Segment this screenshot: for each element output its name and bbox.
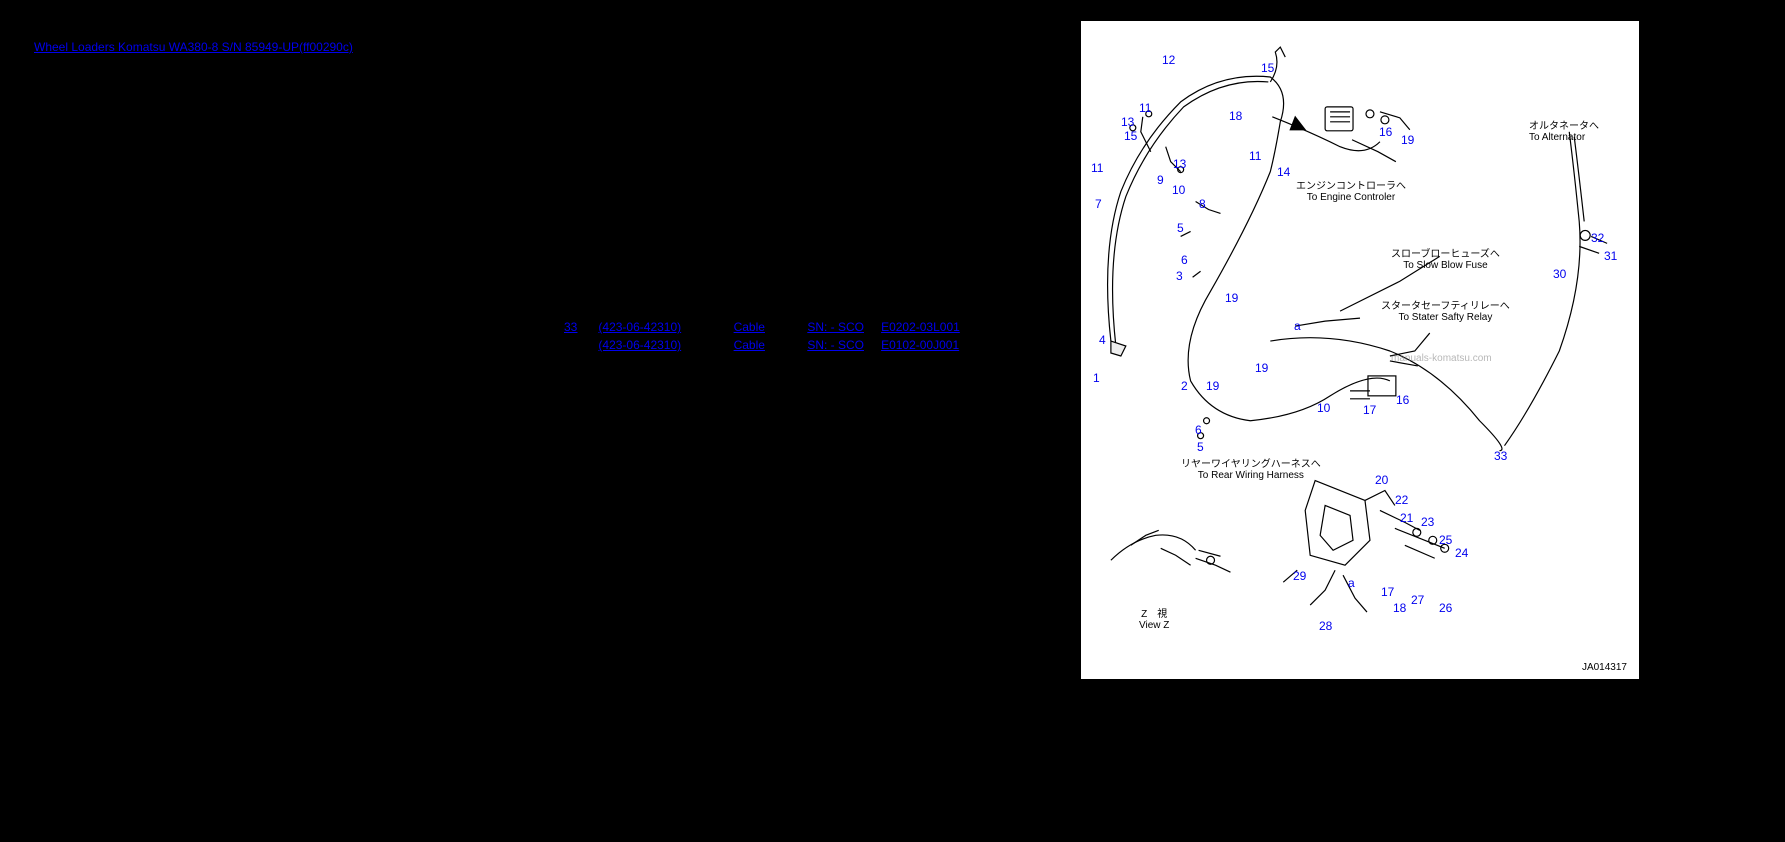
diagram-header (1081, 1, 1639, 21)
callout-number[interactable]: 1 (1093, 371, 1100, 385)
callout-number[interactable]: 11 (1139, 101, 1151, 115)
callout-number[interactable]: 19 (1225, 291, 1238, 305)
part-sn-link[interactable]: SN: - SCO (807, 338, 864, 352)
anno-rear: リヤーワイヤリングハーネスへ To Rear Wiring Harness (1181, 459, 1321, 481)
callout-number[interactable]: 32 (1591, 231, 1604, 245)
callout-number[interactable]: 3 (1176, 269, 1183, 283)
callout-number[interactable]: a (1294, 319, 1301, 333)
callout-number[interactable]: 18 (1393, 601, 1406, 615)
callout-number[interactable]: 15 (1261, 61, 1274, 75)
diagram-panel: エンジンコントローラへ To Engine Controler スローブローヒュ… (1080, 0, 1640, 680)
callout-number[interactable]: 13 (1121, 115, 1134, 129)
part-diag-link[interactable]: E0202-03L001 (881, 320, 960, 334)
callout-number[interactable]: 24 (1455, 546, 1468, 560)
callout-number[interactable]: 13 (1173, 157, 1186, 171)
callout-number[interactable]: 17 (1363, 403, 1376, 417)
diagram-content: エンジンコントローラへ To Engine Controler スローブローヒュ… (1081, 21, 1639, 681)
callout-number[interactable]: 5 (1197, 440, 1204, 454)
callout-number[interactable]: 15 (1124, 129, 1137, 143)
part-number-link[interactable]: (423-06-42310) (598, 320, 681, 334)
left-sidebar: Wheel Loaders Komatsu WA380-8 S/N 85949-… (34, 0, 494, 842)
callout-number[interactable]: 30 (1553, 267, 1566, 281)
callout-number[interactable]: 2 (1181, 379, 1188, 393)
callout-number[interactable]: 21 (1400, 511, 1413, 525)
callout-number[interactable]: 31 (1604, 249, 1617, 263)
callout-number[interactable]: 16 (1379, 125, 1392, 139)
part-name-link[interactable]: Cable (734, 320, 765, 334)
callout-number[interactable]: 22 (1395, 493, 1408, 507)
callout-number[interactable]: 10 (1172, 183, 1185, 197)
anno-engine: エンジンコントローラへ To Engine Controler (1296, 181, 1406, 203)
callout-number[interactable]: 26 (1439, 601, 1452, 615)
callout-number[interactable]: 4 (1099, 333, 1106, 347)
callout-number[interactable]: 11 (1091, 161, 1103, 175)
part-diag-link[interactable]: E0102-00J001 (881, 338, 959, 352)
callout-number[interactable]: 11 (1249, 149, 1261, 163)
callout-number[interactable]: 8 (1199, 197, 1206, 211)
callout-number[interactable]: 20 (1375, 473, 1388, 487)
callout-number[interactable]: 29 (1293, 569, 1306, 583)
table-row: (423-06-42310) Cable SN: - SCO E0102-00J… (560, 336, 1000, 354)
part-number-link[interactable]: (423-06-42310) (598, 338, 681, 352)
callout-number[interactable]: 19 (1255, 361, 1268, 375)
callout-number[interactable]: 6 (1195, 423, 1202, 437)
callout-number[interactable]: 23 (1421, 515, 1434, 529)
breadcrumb: Wheel Loaders Komatsu WA380-8 S/N 85949-… (34, 40, 353, 54)
callout-number[interactable]: 17 (1381, 585, 1394, 599)
drawing-code: JA014317 (1582, 662, 1627, 673)
part-name-link[interactable]: Cable (734, 338, 765, 352)
callout-number[interactable]: 9 (1157, 173, 1164, 187)
callout-number[interactable]: 19 (1206, 379, 1219, 393)
breadcrumb-link[interactable]: Wheel Loaders Komatsu WA380-8 S/N 85949-… (34, 40, 353, 54)
wiring-diagram-svg (1081, 21, 1639, 681)
parts-list-panel: 33 (423-06-42310) Cable SN: - SCO E0202-… (560, 0, 1000, 380)
anno-slowblow: スローブローヒューズへ To Slow Blow Fuse (1391, 249, 1500, 271)
callout-number[interactable]: 7 (1095, 197, 1102, 211)
callout-number[interactable]: 10 (1317, 401, 1330, 415)
callout-number[interactable]: 12 (1162, 53, 1175, 67)
callout-number[interactable]: 28 (1319, 619, 1332, 633)
anno-starter: スタータセーフティリレーへ To Stater Safty Relay (1381, 301, 1510, 323)
callout-number[interactable]: 5 (1177, 221, 1184, 235)
callout-number[interactable]: 14 (1277, 165, 1290, 179)
anno-viewz: Z 視 View Z (1139, 609, 1169, 631)
part-pos-link[interactable]: 33 (564, 320, 577, 334)
parts-table: 33 (423-06-42310) Cable SN: - SCO E0202-… (560, 318, 1000, 354)
watermark: manuals-komatsu.com (1391, 353, 1492, 364)
callout-number[interactable]: 6 (1181, 253, 1188, 267)
callout-number[interactable]: 27 (1411, 593, 1424, 607)
callout-number[interactable]: a (1348, 576, 1355, 590)
callout-number[interactable]: 19 (1401, 133, 1414, 147)
callout-number[interactable]: 16 (1396, 393, 1409, 407)
callout-number[interactable]: 18 (1229, 109, 1242, 123)
anno-alternator: オルタネータへ To Alternator (1529, 121, 1599, 143)
callout-number[interactable]: 25 (1439, 533, 1452, 547)
callout-number[interactable]: 33 (1494, 449, 1507, 463)
table-row: 33 (423-06-42310) Cable SN: - SCO E0202-… (560, 318, 1000, 336)
part-sn-link[interactable]: SN: - SCO (807, 320, 864, 334)
